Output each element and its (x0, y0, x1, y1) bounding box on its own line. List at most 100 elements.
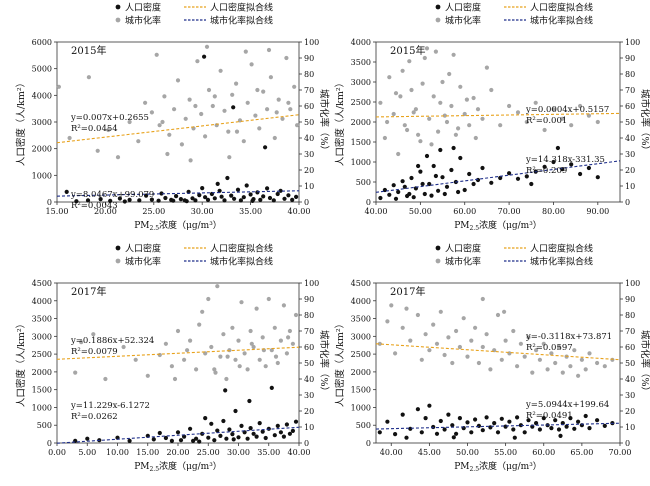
urban-point (471, 95, 476, 101)
y-right-axis-title: 城市化率（%） (318, 330, 330, 396)
density-point (282, 196, 287, 201)
urban-point (266, 296, 271, 302)
density-point (473, 417, 478, 422)
density-point (215, 428, 220, 433)
density-point (284, 422, 289, 427)
density-point (411, 195, 416, 200)
density-point (215, 181, 220, 186)
y-right-axis-title: 城市化率（%） (318, 89, 330, 155)
x-tick-label: 40.00 (365, 207, 388, 216)
urban-point (292, 84, 297, 89)
urban-point (530, 370, 535, 375)
density-point (236, 435, 241, 440)
urban-point (167, 132, 172, 137)
density-point (396, 189, 401, 195)
density-point (254, 434, 259, 439)
urban-point (169, 364, 174, 369)
urban-point (456, 126, 461, 131)
y-right-tick-label: 10 (304, 423, 314, 432)
y-right-tick-label: 50 (625, 359, 635, 368)
y-right-tick-label: 80 (304, 311, 314, 320)
urban-point (269, 348, 274, 353)
density-point (188, 426, 193, 431)
y-right-tick-label: 30 (304, 150, 314, 159)
density-point (271, 198, 276, 203)
urban-point (402, 123, 407, 128)
x-tick-label: 40.00 (380, 448, 403, 457)
urban-point (236, 338, 241, 343)
density-point (436, 188, 441, 193)
density-point (393, 196, 399, 201)
y-left-tick-label: 1500 (351, 386, 371, 395)
x-axis-title-rest: 浓度（μg/m³） (479, 219, 542, 231)
urban-point (276, 97, 281, 102)
x-tick-label: 65.00 (570, 448, 593, 457)
density-point (178, 197, 183, 202)
y-left-tick-label: 4000 (32, 297, 52, 306)
density-fit-line (375, 160, 621, 193)
y-left-tick-label: 3500 (351, 58, 371, 67)
urban-point (387, 75, 392, 80)
urban-point (418, 139, 423, 144)
density-point (169, 438, 174, 443)
density-point (258, 197, 263, 202)
density-point (184, 199, 189, 204)
urban-point (115, 155, 121, 160)
urban-point (457, 344, 462, 350)
urban-point (209, 344, 214, 350)
urban-point (476, 360, 481, 366)
density-point (163, 435, 168, 441)
urban-point (419, 357, 424, 362)
density-point (233, 408, 238, 414)
urban-point (91, 332, 96, 337)
density-point (503, 424, 508, 429)
y-right-tick-label: 40 (304, 375, 314, 384)
x-tick-label: 25.00 (197, 448, 220, 457)
urban-point (415, 312, 420, 318)
urban-point (377, 341, 382, 346)
urban-fit-r2: R²=0.001 (526, 116, 567, 126)
urban-point (175, 78, 181, 83)
density-point (415, 407, 420, 412)
legend-urban-fit-label: 城市化率拟合线 (210, 15, 273, 27)
y-right-tick-label: 70 (625, 327, 635, 336)
density-point (219, 194, 224, 199)
x-tick-label: 5.00 (78, 448, 96, 457)
density-point (427, 403, 432, 408)
urban-point (572, 348, 577, 353)
urban-point (257, 126, 262, 131)
density-point (231, 437, 236, 442)
urban-point (230, 92, 235, 97)
density-point (499, 416, 504, 421)
y-right-tick-label: 100 (304, 38, 319, 47)
urban-point (499, 357, 504, 362)
urban-point (431, 322, 436, 327)
urban-point (182, 357, 187, 362)
y-right-tick-label: 10 (304, 182, 314, 191)
urban-point (424, 46, 430, 51)
urban-point (154, 52, 159, 57)
x-tick-label: 60.00 (453, 207, 476, 216)
y-left-tick-label: 3500 (32, 315, 52, 324)
density-point (182, 434, 187, 439)
urban-point (442, 113, 447, 118)
y-left-tick-label: 2500 (351, 350, 371, 359)
y-left-tick-label: 1500 (32, 386, 52, 395)
density-point (385, 419, 390, 424)
y-right-tick-label: 70 (304, 327, 314, 336)
y-right-tick-label: 0 (304, 198, 309, 207)
density-point (434, 431, 440, 436)
density-point (595, 175, 600, 180)
urban-point (440, 79, 445, 85)
y-right-tick-label: 70 (304, 86, 314, 95)
density-point (247, 398, 252, 404)
y-right-tick-label: 0 (625, 439, 630, 448)
urban-point (469, 338, 474, 343)
density-point (457, 416, 462, 421)
density-series (64, 54, 299, 204)
urban-point (404, 306, 409, 311)
x-axis-title-sub: 2.5 (469, 466, 479, 473)
density-point (194, 436, 199, 441)
density-point (454, 431, 459, 436)
